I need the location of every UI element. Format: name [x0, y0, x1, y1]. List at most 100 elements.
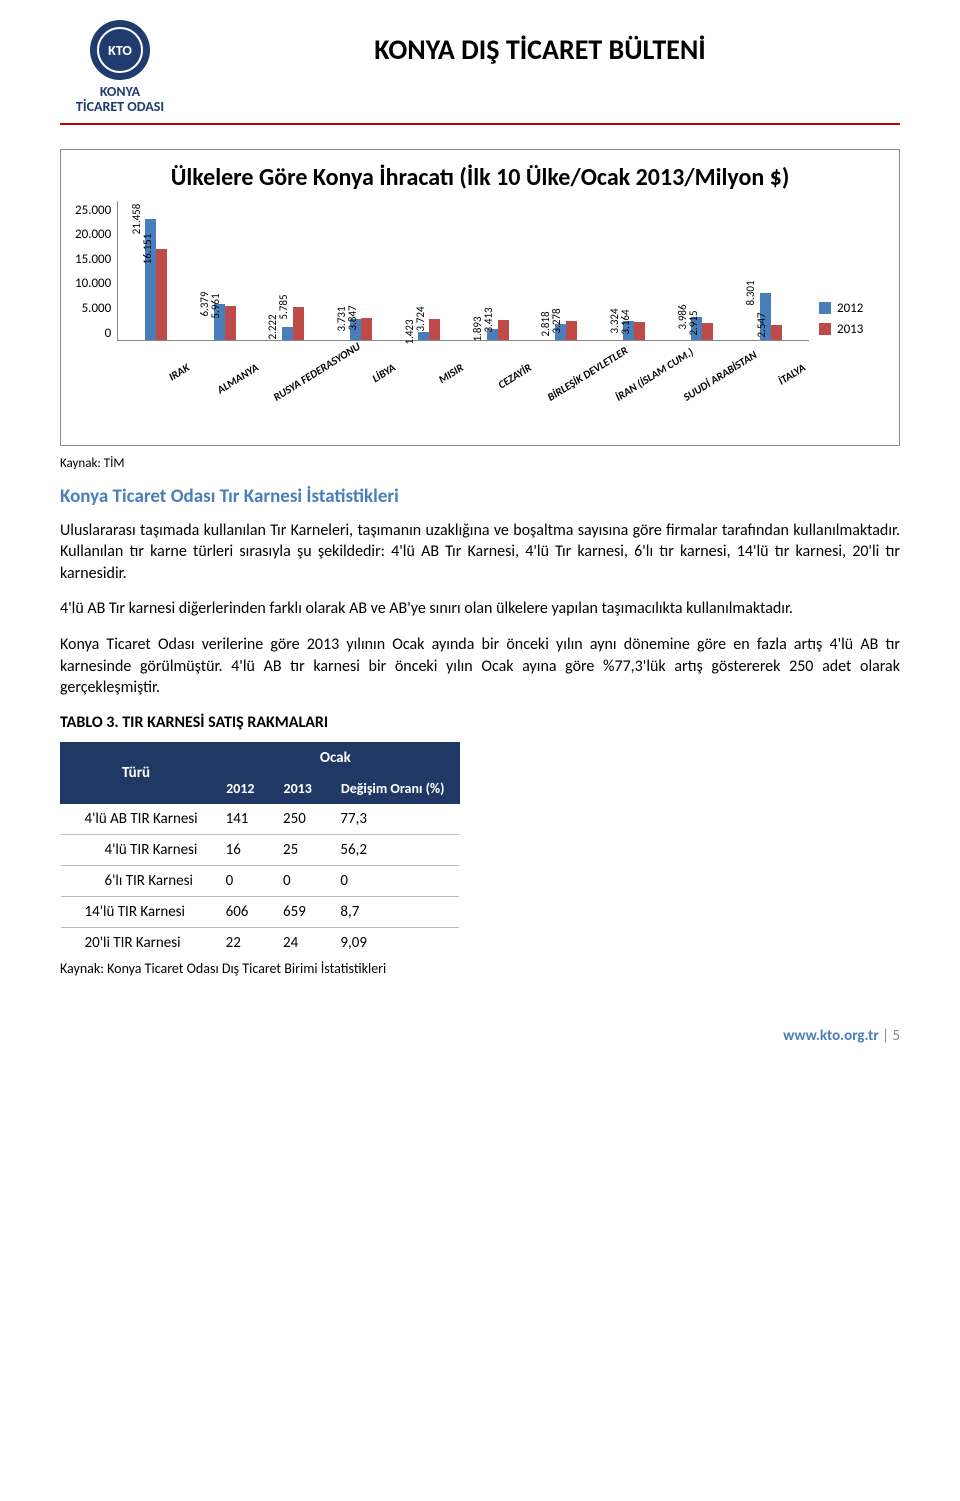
- page-title: KONYA DIŞ TİCARET BÜLTENİ: [180, 20, 900, 67]
- footer-page: 5: [892, 1027, 900, 1045]
- logo-text: KONYA TİCARET ODASI: [76, 84, 164, 115]
- page-header: KTO KONYA TİCARET ODASI KONYA DIŞ TİCARE…: [60, 20, 900, 125]
- bar-value-label: 3.724: [414, 306, 427, 331]
- section-title: Konya Ticaret Odası Tır Karnesi İstatist…: [60, 485, 900, 508]
- legend-label-2013: 2013: [837, 322, 863, 337]
- bar-group: 3.7313.847: [350, 318, 372, 340]
- page-footer: www.kto.org.tr | 5: [60, 1027, 900, 1045]
- bar-group: 8.3012.547: [760, 293, 782, 339]
- bar-group: 3.9862.915: [691, 317, 713, 339]
- y-tick: 25.000: [75, 203, 111, 218]
- table-row: 20'li TIR Karnesi22249,09: [61, 927, 460, 958]
- logo-line2: TİCARET ODASI: [76, 98, 164, 115]
- cell-2013: 659: [269, 896, 326, 927]
- legend-2012: 2012: [819, 301, 885, 316]
- bar-value-label: 3.413: [482, 308, 495, 333]
- table-row: 14'lü TIR Karnesi6066598,7: [61, 896, 460, 927]
- th-change: Değişim Oranı (%): [326, 773, 459, 803]
- y-tick: 10.000: [75, 276, 111, 291]
- bar: 3.724: [429, 319, 440, 340]
- tir-table: Türü Ocak 2012 2013 Değişim Oranı (%) 4'…: [60, 742, 460, 958]
- logo-abbr: KTO: [97, 27, 143, 73]
- th-2012: 2012: [212, 773, 269, 803]
- bar-group: 6.3795.961: [214, 304, 236, 340]
- footer-url: www.kto.org.tr: [783, 1027, 879, 1045]
- table-row: 4'lü AB TIR Karnesi14125077,3: [61, 803, 460, 834]
- bar-value-label: 5.961: [209, 294, 222, 319]
- cell-2012: 16: [212, 834, 269, 865]
- bar: 3.164: [634, 322, 645, 340]
- chart-y-axis: 25.000 20.000 15.000 10.000 5.000 0: [75, 201, 117, 341]
- logo: KTO KONYA TİCARET ODASI: [60, 20, 180, 115]
- bar-group: 1.8933.413: [487, 320, 509, 339]
- cell-change: 77,3: [326, 803, 459, 834]
- cell-label: 6'lı TIR Karnesi: [61, 865, 212, 896]
- bar-value-label: 8.301: [744, 281, 757, 306]
- bar: 2.222: [282, 327, 293, 339]
- y-tick: 0: [75, 326, 111, 341]
- bar: 2.915: [702, 323, 713, 339]
- logo-icon: KTO: [90, 20, 150, 80]
- cell-label: 14'lü TIR Karnesi: [61, 896, 212, 927]
- bar: 5.961: [225, 306, 236, 339]
- bar: 2.547: [771, 325, 782, 339]
- cell-2012: 141: [212, 803, 269, 834]
- cell-change: 56,2: [326, 834, 459, 865]
- legend-2013: 2013: [819, 322, 885, 337]
- th-type: Türü: [61, 742, 212, 803]
- y-tick: 5.000: [75, 301, 111, 316]
- cell-change: 9,09: [326, 927, 459, 958]
- bar-group: 21.45816.151: [145, 219, 167, 339]
- bar: 1.423: [418, 332, 429, 340]
- bar-group: 2.2225.785: [282, 307, 304, 339]
- bar-value-label: 2.915: [687, 311, 700, 336]
- cell-label: 4'lü TIR Karnesi: [61, 834, 212, 865]
- table-row: 4'lü TIR Karnesi162556,2: [61, 834, 460, 865]
- cell-2013: 0: [269, 865, 326, 896]
- bar: 3.413: [498, 320, 509, 339]
- bar-value-label: 3.278: [550, 309, 563, 334]
- bar-value-label: 16.151: [141, 234, 154, 265]
- bar-value-label: 3.164: [619, 309, 632, 334]
- bar-value-label: 5.785: [277, 295, 290, 320]
- legend-label-2012: 2012: [837, 301, 863, 316]
- th-2013: 2013: [269, 773, 326, 803]
- y-tick: 15.000: [75, 252, 111, 267]
- bar-group: 1.4233.724: [418, 319, 440, 340]
- th-group: Ocak: [212, 742, 459, 773]
- legend-swatch-2013: [819, 323, 831, 335]
- cell-2013: 24: [269, 927, 326, 958]
- table-row: 6'lı TIR Karnesi000: [61, 865, 460, 896]
- chart-body: 25.00020.00015.00010.0005.0000 21.45816.…: [75, 201, 885, 437]
- cell-2013: 25: [269, 834, 326, 865]
- bar-value-label: 2.547: [755, 313, 768, 338]
- cell-change: 0: [326, 865, 459, 896]
- chart-title: Ülkelere Göre Konya İhracatı (İlk 10 Ülk…: [75, 164, 885, 193]
- paragraph-1: Uluslararası taşımada kullanılan Tır Kar…: [60, 520, 900, 585]
- bar-value-label: 3.847: [346, 306, 359, 331]
- cell-change: 8,7: [326, 896, 459, 927]
- table-title: TABLO 3. TIR KARNESİ SATIŞ RAKMALARI: [60, 713, 900, 732]
- cell-2012: 22: [212, 927, 269, 958]
- bar: 5.785: [293, 307, 304, 339]
- bar-group: 3.3243.164: [623, 321, 645, 340]
- paragraph-3: Konya Ticaret Odası verilerine göre 2013…: [60, 634, 900, 699]
- bar: 3.278: [566, 321, 577, 339]
- y-tick: 20.000: [75, 227, 111, 242]
- cell-label: 4'lü AB TIR Karnesi: [61, 803, 212, 834]
- chart-x-axis: IRAKALMANYARUSYA FEDERASYONULİBYAMISIRCE…: [117, 347, 809, 437]
- legend-swatch-2012: [819, 302, 831, 314]
- cell-2012: 0: [212, 865, 269, 896]
- paragraph-2: 4'lü AB Tır karnesi diğerlerinden farklı…: [60, 598, 900, 620]
- cell-label: 20'li TIR Karnesi: [61, 927, 212, 958]
- bar-group: 2.8183.278: [555, 321, 577, 339]
- chart-plot: 21.45816.1516.3795.9612.2225.7853.7313.8…: [117, 201, 809, 341]
- footer-sep: |: [879, 1027, 893, 1045]
- bar: 3.847: [361, 318, 372, 340]
- cell-2012: 606: [212, 896, 269, 927]
- table-source: Kaynak: Konya Ticaret Odası Dış Ticaret …: [60, 960, 900, 977]
- bar-value-label: 21.458: [130, 204, 143, 235]
- cell-2013: 250: [269, 803, 326, 834]
- export-chart: Ülkelere Göre Konya İhracatı (İlk 10 Ülk…: [60, 149, 900, 446]
- bar: 16.151: [156, 249, 167, 339]
